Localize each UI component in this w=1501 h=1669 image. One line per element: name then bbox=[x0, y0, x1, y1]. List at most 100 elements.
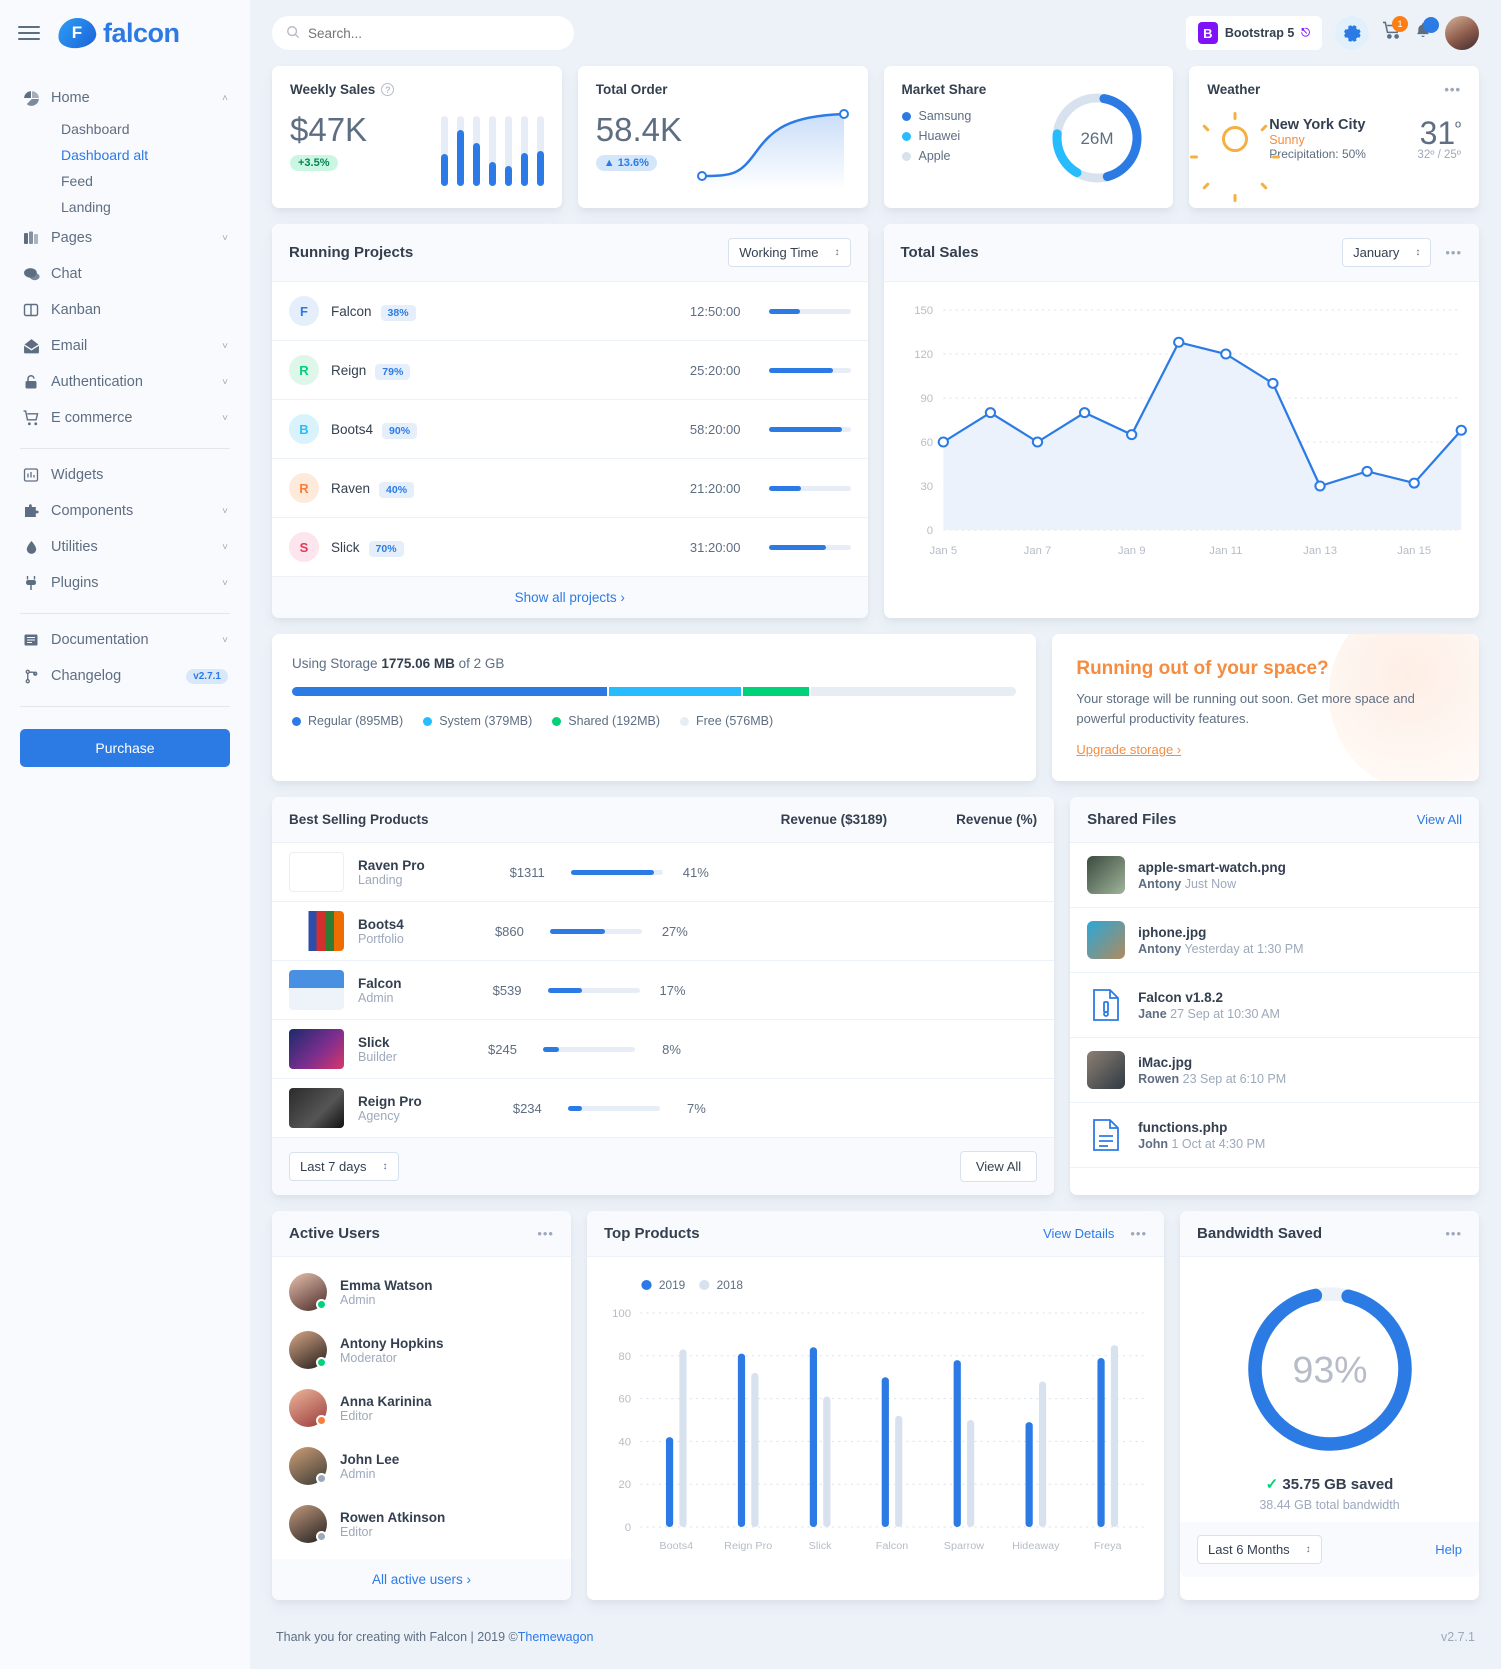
upgrade-storage-link[interactable]: Upgrade storage › bbox=[1076, 742, 1182, 757]
list-item[interactable]: iphone.jpg Antony Yesterday at 1:30 PM bbox=[1070, 908, 1479, 973]
select-value: January bbox=[1353, 245, 1400, 260]
footer-link[interactable]: Themewagon bbox=[517, 1630, 594, 1644]
weather-city: New York City bbox=[1269, 117, 1366, 133]
purchase-button[interactable]: Purchase bbox=[20, 729, 230, 767]
card-title: Bandwidth Saved bbox=[1197, 1225, 1323, 1242]
cart-icon[interactable]: 1 bbox=[1382, 16, 1408, 45]
list-item[interactable]: John Lee Admin bbox=[272, 1437, 571, 1495]
view-details-link[interactable]: View Details bbox=[1043, 1226, 1115, 1241]
pie-chart-icon bbox=[22, 89, 40, 107]
sidebar-item-home[interactable]: Home ˄ bbox=[20, 80, 230, 116]
user-info: Emma Watson Admin bbox=[340, 1278, 433, 1307]
chevron-down-icon[interactable]: ˅ bbox=[222, 412, 228, 424]
table-row[interactable]: Raven Pro Landing $1311 41% bbox=[272, 843, 1055, 902]
project-row[interactable]: S Slick 70% 31:20:00 bbox=[272, 518, 868, 577]
chevron-down-icon[interactable]: ˅ bbox=[222, 634, 228, 646]
sidebar-item-feed[interactable]: Feed bbox=[61, 173, 93, 189]
shared-files-header: Shared Files View All bbox=[1070, 797, 1479, 843]
view-all-files-link[interactable]: View All bbox=[1416, 812, 1462, 827]
best-selling-card: Best Selling Products Revenue ($3189) Re… bbox=[272, 797, 1055, 1195]
view-all-products-button[interactable]: View All bbox=[959, 1151, 1038, 1182]
select-arrows-icon: ↕ bbox=[1415, 246, 1421, 258]
help-link[interactable]: Help bbox=[1435, 1542, 1462, 1557]
legend-label: Regular (895MB) bbox=[308, 714, 404, 728]
list-item[interactable]: iMac.jpg Rowen 23 Sep at 6:10 PM bbox=[1070, 1038, 1479, 1103]
total-order-card: Total Order 58.4K ▲ 13.6% bbox=[577, 66, 868, 208]
sidebar-item-dashboard-alt[interactable]: Dashboard alt bbox=[61, 147, 149, 163]
list-item[interactable]: Falcon v1.8.2 Jane 27 Sep at 10:30 AM bbox=[1070, 973, 1479, 1038]
sidebar-item-dashboard[interactable]: Dashboard bbox=[61, 121, 130, 137]
show-all-projects-link[interactable]: Show all projects › bbox=[272, 577, 868, 618]
list-item[interactable]: Anna Karinina Editor bbox=[272, 1379, 571, 1437]
list-item[interactable]: Emma Watson Admin bbox=[272, 1263, 571, 1321]
sidebar-item-components[interactable]: Components ˅ bbox=[20, 493, 230, 529]
sidebar-item-documentation[interactable]: Documentation ˅ bbox=[20, 622, 230, 658]
sidebar-item-kanban[interactable]: Kanban bbox=[20, 292, 230, 328]
list-item[interactable]: apple-smart-watch.png Antony Just Now bbox=[1070, 843, 1479, 908]
chevron-down-icon[interactable]: ˅ bbox=[222, 376, 228, 388]
sidebar-item-chat[interactable]: Chat bbox=[20, 256, 230, 292]
search-box[interactable] bbox=[272, 16, 574, 50]
weather-temperature: 31º bbox=[1419, 115, 1461, 151]
chevron-down-icon[interactable]: ˅ bbox=[222, 541, 228, 553]
svg-text:Jan 7: Jan 7 bbox=[1023, 545, 1051, 557]
top-products-more-icon[interactable]: ••• bbox=[1130, 1226, 1148, 1241]
user-avatar[interactable] bbox=[1445, 16, 1479, 50]
main-content: B Bootstrap 5 ⎋ 1 bbox=[250, 0, 1501, 1669]
bootstrap-chip[interactable]: B Bootstrap 5 ⎋ bbox=[1185, 16, 1322, 50]
project-avatar: B bbox=[289, 414, 319, 444]
sidebar-item-ecommerce[interactable]: E commerce ˅ bbox=[20, 400, 230, 436]
bandwidth-range-select[interactable]: Last 6 Months ↕ bbox=[1197, 1535, 1322, 1564]
bell-icon[interactable] bbox=[1414, 16, 1439, 45]
total-sales-more-icon[interactable]: ••• bbox=[1445, 245, 1462, 260]
chevron-down-icon[interactable]: ˅ bbox=[222, 505, 228, 517]
project-row[interactable]: R Raven 40% 21:20:00 bbox=[272, 459, 868, 518]
all-active-users-link[interactable]: All active users › bbox=[272, 1559, 571, 1600]
month-select[interactable]: January ↕ bbox=[1342, 238, 1432, 267]
sidebar-item-changelog[interactable]: Changelog v2.7.1 bbox=[20, 658, 230, 694]
project-avatar: F bbox=[289, 296, 319, 326]
date-range-select[interactable]: Last 7 days ↕ bbox=[289, 1152, 399, 1181]
svg-text:150: 150 bbox=[914, 305, 933, 317]
chevron-down-icon[interactable]: ˅ bbox=[222, 340, 228, 352]
product-category: Builder bbox=[358, 1049, 397, 1064]
project-row[interactable]: R Reign 79% 25:20:00 bbox=[272, 341, 868, 400]
list-item[interactable]: functions.php John 1 Oct at 4:30 PM bbox=[1070, 1103, 1479, 1168]
table-row[interactable]: Slick Builder $245 8% bbox=[272, 1020, 1055, 1079]
sidebar-item-widgets[interactable]: Widgets bbox=[20, 457, 230, 493]
card-title: Weekly Sales bbox=[290, 82, 376, 97]
table-row[interactable]: Falcon Admin $539 17% bbox=[272, 961, 1055, 1020]
running-projects-list: F Falcon 38% 12:50:00 R Reign 79% 25:20:00… bbox=[272, 282, 868, 577]
avatar bbox=[289, 1389, 327, 1427]
product-category: Admin bbox=[358, 990, 394, 1005]
chevron-up-icon[interactable]: ˄ bbox=[222, 92, 228, 104]
list-item[interactable]: Rowen Atkinson Editor bbox=[272, 1495, 571, 1553]
sidebar-item-pages[interactable]: Pages ˅ bbox=[20, 220, 230, 256]
sidebar-item-email[interactable]: Email ˅ bbox=[20, 328, 230, 364]
active-users-more-icon[interactable]: ••• bbox=[537, 1226, 554, 1241]
project-row[interactable]: F Falcon 38% 12:50:00 bbox=[272, 282, 868, 341]
sidebar-divider-1 bbox=[20, 448, 230, 449]
list-item[interactable]: Antony Hopkins Moderator bbox=[272, 1321, 571, 1379]
sidebar-item-plugins[interactable]: Plugins ˅ bbox=[20, 565, 230, 601]
bandwidth-more-icon[interactable]: ••• bbox=[1445, 1226, 1462, 1241]
storage-segment bbox=[810, 687, 1017, 696]
status-dot bbox=[316, 1299, 327, 1310]
help-circle-icon[interactable]: ? bbox=[381, 83, 395, 96]
sidebar-item-landing[interactable]: Landing bbox=[61, 199, 111, 215]
weather-more-icon[interactable]: ••• bbox=[1444, 82, 1461, 97]
menu-toggle-icon[interactable] bbox=[18, 26, 40, 40]
sun-ray bbox=[1260, 124, 1269, 132]
working-time-select[interactable]: Working Time ↕ bbox=[728, 238, 851, 267]
sidebar-item-utilities[interactable]: Utilities ˅ bbox=[20, 529, 230, 565]
chevron-down-icon[interactable]: ˅ bbox=[222, 577, 228, 589]
settings-gear-icon[interactable] bbox=[1335, 16, 1369, 50]
sun-ray bbox=[1202, 182, 1211, 190]
table-row[interactable]: Boots4 Portfolio $860 27% bbox=[272, 902, 1055, 961]
project-row[interactable]: B Boots4 90% 58:20:00 bbox=[272, 400, 868, 459]
table-row[interactable]: Reign Pro Agency $234 7% bbox=[272, 1079, 1055, 1138]
chevron-down-icon[interactable]: ˅ bbox=[222, 232, 228, 244]
sidebar-item-authentication[interactable]: Authentication ˅ bbox=[20, 364, 230, 400]
search-input[interactable] bbox=[308, 25, 560, 41]
brand-logo-area[interactable]: falcon bbox=[56, 15, 180, 51]
